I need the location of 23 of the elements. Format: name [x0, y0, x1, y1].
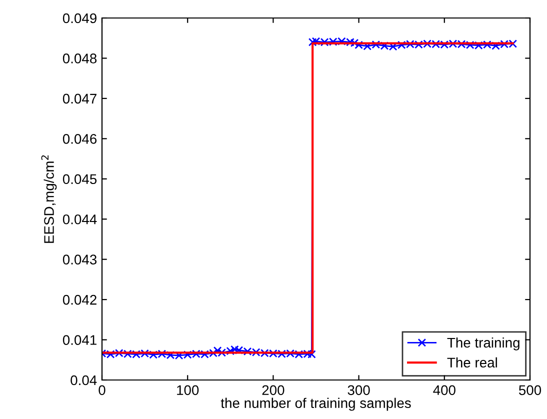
y-tick-label: 0.047 — [62, 94, 96, 104]
y-tick-label: 0.044 — [62, 214, 97, 224]
y-tick-label: 0.046 — [62, 134, 97, 144]
y-tick-label: 0.04 — [70, 375, 97, 386]
y-tick-label: 0.049 — [62, 13, 96, 24]
x-tick-label: 200 — [262, 385, 284, 396]
x-tick-label: 100 — [177, 385, 199, 396]
legend-label: The real — [447, 357, 497, 368]
x-tick-label: 500 — [518, 385, 542, 396]
y-axis-title: EESD,mg/cm$^{2}$ — [41, 155, 57, 243]
y-tick-label: 0.041 — [62, 335, 96, 345]
x-axis-title: the number of training samples — [220, 398, 411, 411]
point — [308, 38, 317, 46]
x-tick-label: 300 — [348, 385, 370, 396]
x-tick-label: 400 — [433, 385, 456, 396]
point — [213, 346, 222, 355]
y-tick-label: 0.043 — [62, 254, 97, 265]
point — [350, 38, 359, 48]
y-tick-label: 0.042 — [62, 294, 96, 305]
y-tick-label: 0.045 — [62, 174, 97, 184]
legend-label: The training — [447, 337, 520, 350]
x-tick-label: 0 — [98, 385, 106, 396]
y-tick-label: 0.048 — [62, 54, 97, 64]
